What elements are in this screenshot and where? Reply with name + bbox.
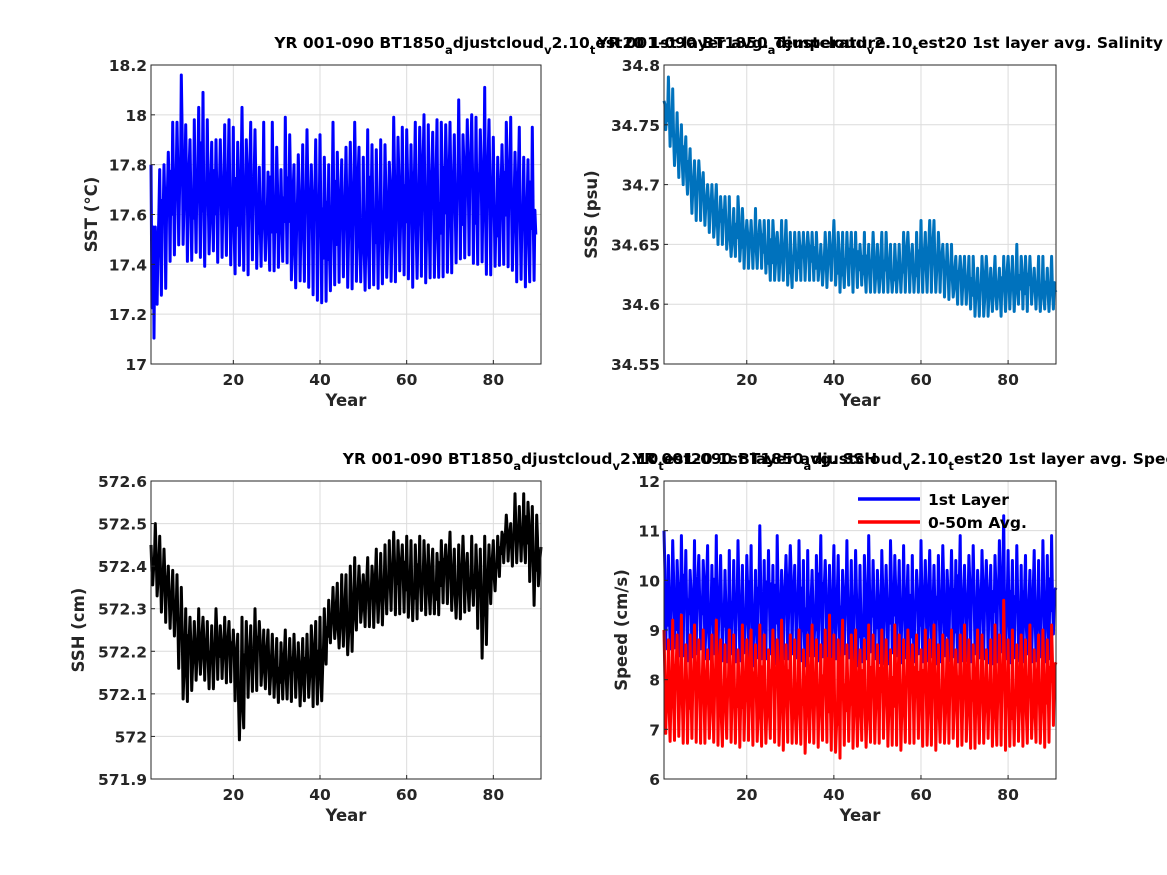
- chart-title: YR 001-090 BT1850adjustcloudv2.10test20 …: [273, 34, 885, 57]
- y-tick-label: 571.9: [98, 771, 147, 789]
- y-tick-label: 12: [638, 473, 660, 491]
- y-tick-label: 34.65: [611, 236, 660, 254]
- x-tick-label: 60: [396, 786, 418, 804]
- x-tick-label: 40: [309, 371, 331, 389]
- y-tick-label: 572.3: [98, 601, 147, 619]
- legend-label: 0-50m Avg.: [928, 514, 1027, 532]
- y-tick-label: 10: [638, 572, 660, 590]
- x-tick-label: 60: [910, 371, 932, 389]
- y-tick-label: 572.1: [98, 686, 147, 704]
- salinity-panel: 20 40 60 80 34.55 34.6 34.65 34.7 34.75 34.8 Year S…: [582, 34, 1163, 410]
- x-tick-label: 80: [997, 371, 1019, 389]
- x-tick-label: 20: [223, 371, 245, 389]
- x-axis-label: Year: [325, 391, 368, 410]
- chart-title: YR 001-090 BT1850adjustcloudv2.10test20 …: [596, 34, 1163, 57]
- legend-label: 1st Layer: [928, 491, 1009, 509]
- x-tick-label: 80: [483, 786, 505, 804]
- y-tick-label: 18: [125, 107, 147, 125]
- x-tick-label: 60: [910, 786, 932, 804]
- y-axis-label: SSS (psu): [582, 170, 601, 258]
- y-tick-label: 17.8: [109, 157, 147, 175]
- chart-title: YR 001-090 BT1850adjustcloudv2.10test20 …: [632, 450, 1167, 473]
- y-axis-label: SST (°C): [82, 177, 101, 252]
- y-tick-label: 17: [125, 356, 147, 374]
- temperature-panel: 20 40 60 80 17 17.2 17.4 17.6 17.8 18 18.2 Year SST …: [82, 34, 886, 410]
- y-tick-label: 34.8: [622, 57, 660, 75]
- y-tick-label: 11: [638, 523, 660, 541]
- y-tick-label: 572.4: [98, 558, 147, 576]
- y-tick-label: 17.4: [109, 256, 147, 274]
- x-tick-label: 20: [736, 371, 758, 389]
- y-tick-label: 572.6: [98, 473, 147, 491]
- x-tick-label: 40: [823, 371, 845, 389]
- x-axis-label: Year: [325, 806, 368, 825]
- y-tick-label: 34.7: [622, 177, 660, 195]
- x-tick-label: 20: [736, 786, 758, 804]
- series-line-salinity: [662, 75, 1058, 318]
- ssh-panel: 20 40 60 80 571.9 572 572.1 572.2 572.3 572.4 572.…: [69, 450, 877, 825]
- y-tick-label: 572.5: [98, 516, 147, 534]
- y-tick-label: 8: [649, 672, 660, 690]
- speed-panel: 20 40 60 80 6 7 8 9 10 11 12 Year Speed (cm/s) YR 001…: [612, 450, 1167, 825]
- y-axis-label: Speed (cm/s): [612, 569, 631, 691]
- y-tick-label: 572.2: [98, 643, 147, 661]
- plot-frame: [663, 64, 1057, 365]
- y-tick-label: 17.2: [109, 306, 147, 324]
- y-tick-label: 34.55: [611, 356, 660, 374]
- x-tick-label: 40: [823, 786, 845, 804]
- y-tick-label: 9: [649, 622, 660, 640]
- plot-frame: [150, 480, 542, 780]
- x-tick-label: 20: [223, 786, 245, 804]
- series-line-temperature: [149, 73, 538, 340]
- y-tick-label: 572: [115, 728, 147, 746]
- y-tick-label: 17.6: [109, 207, 147, 225]
- x-tick-label: 60: [396, 371, 418, 389]
- y-tick-label: 34.75: [611, 117, 660, 135]
- x-tick-label: 80: [997, 786, 1019, 804]
- series-line-0-50m-avg-: [662, 598, 1058, 760]
- y-tick-label: 6: [649, 771, 660, 789]
- x-axis-label: Year: [839, 806, 882, 825]
- x-tick-label: 40: [309, 786, 331, 804]
- chart-title: YR 001-090 BT1850adjustcloudv2.10test20 …: [342, 450, 877, 473]
- x-axis-label: Year: [839, 391, 882, 410]
- y-tick-label: 34.6: [622, 296, 660, 314]
- x-tick-label: 80: [483, 371, 505, 389]
- y-axis-label: SSH (cm): [69, 588, 88, 673]
- series-line-ssh: [149, 492, 543, 742]
- y-tick-label: 7: [649, 721, 660, 739]
- series-line-1st-layer: [662, 514, 1058, 668]
- y-tick-label: 18.2: [109, 57, 147, 75]
